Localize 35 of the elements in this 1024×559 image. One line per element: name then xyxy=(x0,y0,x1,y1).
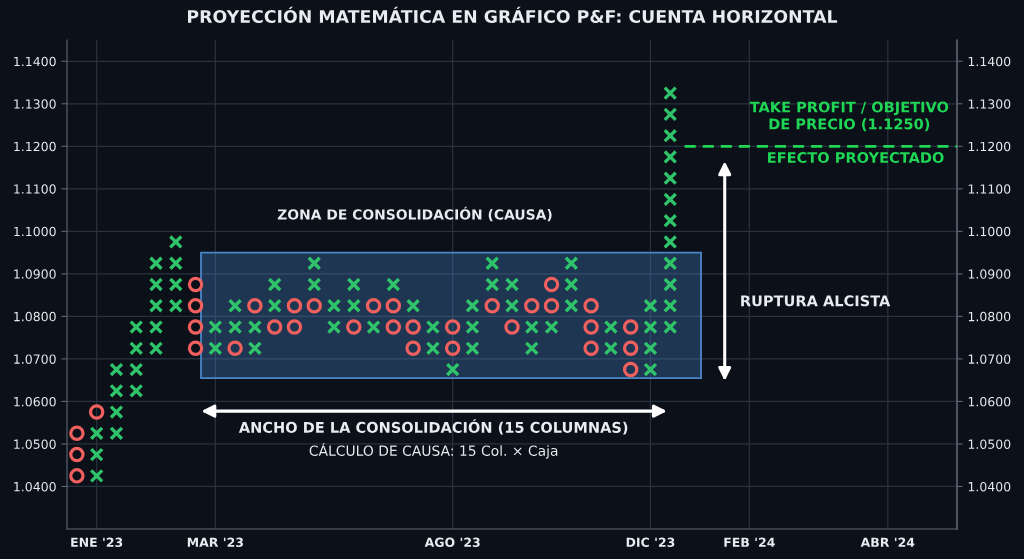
y-tick-label: 1.1100 xyxy=(14,184,56,194)
annotation: EFECTO PROYECTADO xyxy=(768,152,944,164)
y2-tick-label: 1.1400 xyxy=(968,56,1011,67)
y2-tick-label: 1.1100 xyxy=(968,184,1011,194)
x-tick-label: MAR '23 xyxy=(187,537,243,548)
annotation: CÁLCULO DE CAUSA: 15 Col. × Caja xyxy=(309,442,558,459)
y-tick-label: 1.0800 xyxy=(14,311,56,322)
y2-tick-label: 1.0700 xyxy=(968,354,1011,364)
annotation: ANCHO DE LA CONSOLIDACIÓN (15 COLUMNAS) xyxy=(238,419,628,435)
y2-tick-label: 1.0900 xyxy=(968,269,1011,279)
chart-title: PROYECCIÓN MATEMÁTICA EN GRÁFICO P&F: CUENTA HORIZONTAL xyxy=(188,6,838,24)
annotation: RUPTURA ALCISTA xyxy=(741,295,891,307)
y-tick-label: 1.0500 xyxy=(14,439,56,449)
y2-tick-label: 1.0800 xyxy=(968,311,1011,322)
y-tick-label: 1.1200 xyxy=(14,141,56,152)
x-tick-label: ABR '24 xyxy=(860,537,915,547)
x-tick-label: DIC '23 xyxy=(626,537,675,548)
y2-tick-label: 1.0500 xyxy=(968,439,1011,449)
y2-tick-label: 1.1300 xyxy=(968,99,1011,109)
y2-tick-label: 1.1000 xyxy=(968,226,1011,237)
y-tick-label: 1.0600 xyxy=(14,396,56,407)
band-label: ZONA DE CONSOLIDACIÓN (CAUSA) xyxy=(277,206,552,222)
ref-line-label: TAKE PROFIT / OBJETIVO DE PRECIO (1.1250) xyxy=(749,101,949,132)
y-tick-label: 1.1000 xyxy=(14,226,56,237)
y-tick-label: 1.0900 xyxy=(14,269,56,279)
y2-tick-label: 1.1200 xyxy=(968,141,1011,152)
y-tick-label: 1.0700 xyxy=(14,354,56,364)
y-tick-label: 1.1300 xyxy=(14,99,56,109)
y2-tick-label: 1.0400 xyxy=(968,481,1011,492)
x-tick-label: FEB '24 xyxy=(724,537,775,547)
y-tick-label: 1.1400 xyxy=(14,56,56,67)
x-tick-label: AGO '23 xyxy=(424,537,480,548)
y-tick-label: 1.0400 xyxy=(14,481,56,492)
x-tick-label: ENE '23 xyxy=(71,537,123,548)
y2-tick-label: 1.0600 xyxy=(968,396,1011,407)
